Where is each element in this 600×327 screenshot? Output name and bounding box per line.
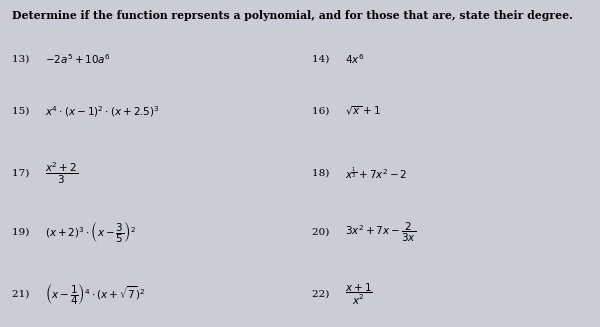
Text: $\dfrac{x+1}{x^2}$: $\dfrac{x+1}{x^2}$ <box>345 282 373 307</box>
Text: 17): 17) <box>12 169 32 178</box>
Text: $-2a^5+10a^6$: $-2a^5+10a^6$ <box>45 52 111 66</box>
Text: 13): 13) <box>12 54 32 63</box>
Text: 18): 18) <box>312 169 332 178</box>
Text: 22): 22) <box>312 290 332 299</box>
Text: $x^{\frac{1}{3}}+7x^2-2$: $x^{\frac{1}{3}}+7x^2-2$ <box>345 165 407 181</box>
Text: $\dfrac{x^2+2}{3}$: $\dfrac{x^2+2}{3}$ <box>45 161 78 186</box>
Text: $(x+2)^3\cdot\left(x-\dfrac{3}{5}\right)^2$: $(x+2)^3\cdot\left(x-\dfrac{3}{5}\right)… <box>45 219 136 245</box>
Text: 20): 20) <box>312 228 332 237</box>
Text: $x^4\cdot(x-1)^2\cdot(x+2.5)^3$: $x^4\cdot(x-1)^2\cdot(x+2.5)^3$ <box>45 104 160 119</box>
Text: $3x^2+7x-\dfrac{2}{3x}$: $3x^2+7x-\dfrac{2}{3x}$ <box>345 220 416 244</box>
Text: Determine if the function reprsents a polynomial, and for those that are, state : Determine if the function reprsents a po… <box>12 10 573 21</box>
Text: $4x^6$: $4x^6$ <box>345 52 364 66</box>
Text: 19): 19) <box>12 228 32 237</box>
Text: 21): 21) <box>12 290 32 299</box>
Text: 16): 16) <box>312 107 332 116</box>
Text: 15): 15) <box>12 107 32 116</box>
Text: $\sqrt{x}+1$: $\sqrt{x}+1$ <box>345 105 381 117</box>
Text: 14): 14) <box>312 54 332 63</box>
Text: $\left(x-\dfrac{1}{4}\right)^4\cdot(x+\sqrt{7})^2$: $\left(x-\dfrac{1}{4}\right)^4\cdot(x+\s… <box>45 281 145 307</box>
